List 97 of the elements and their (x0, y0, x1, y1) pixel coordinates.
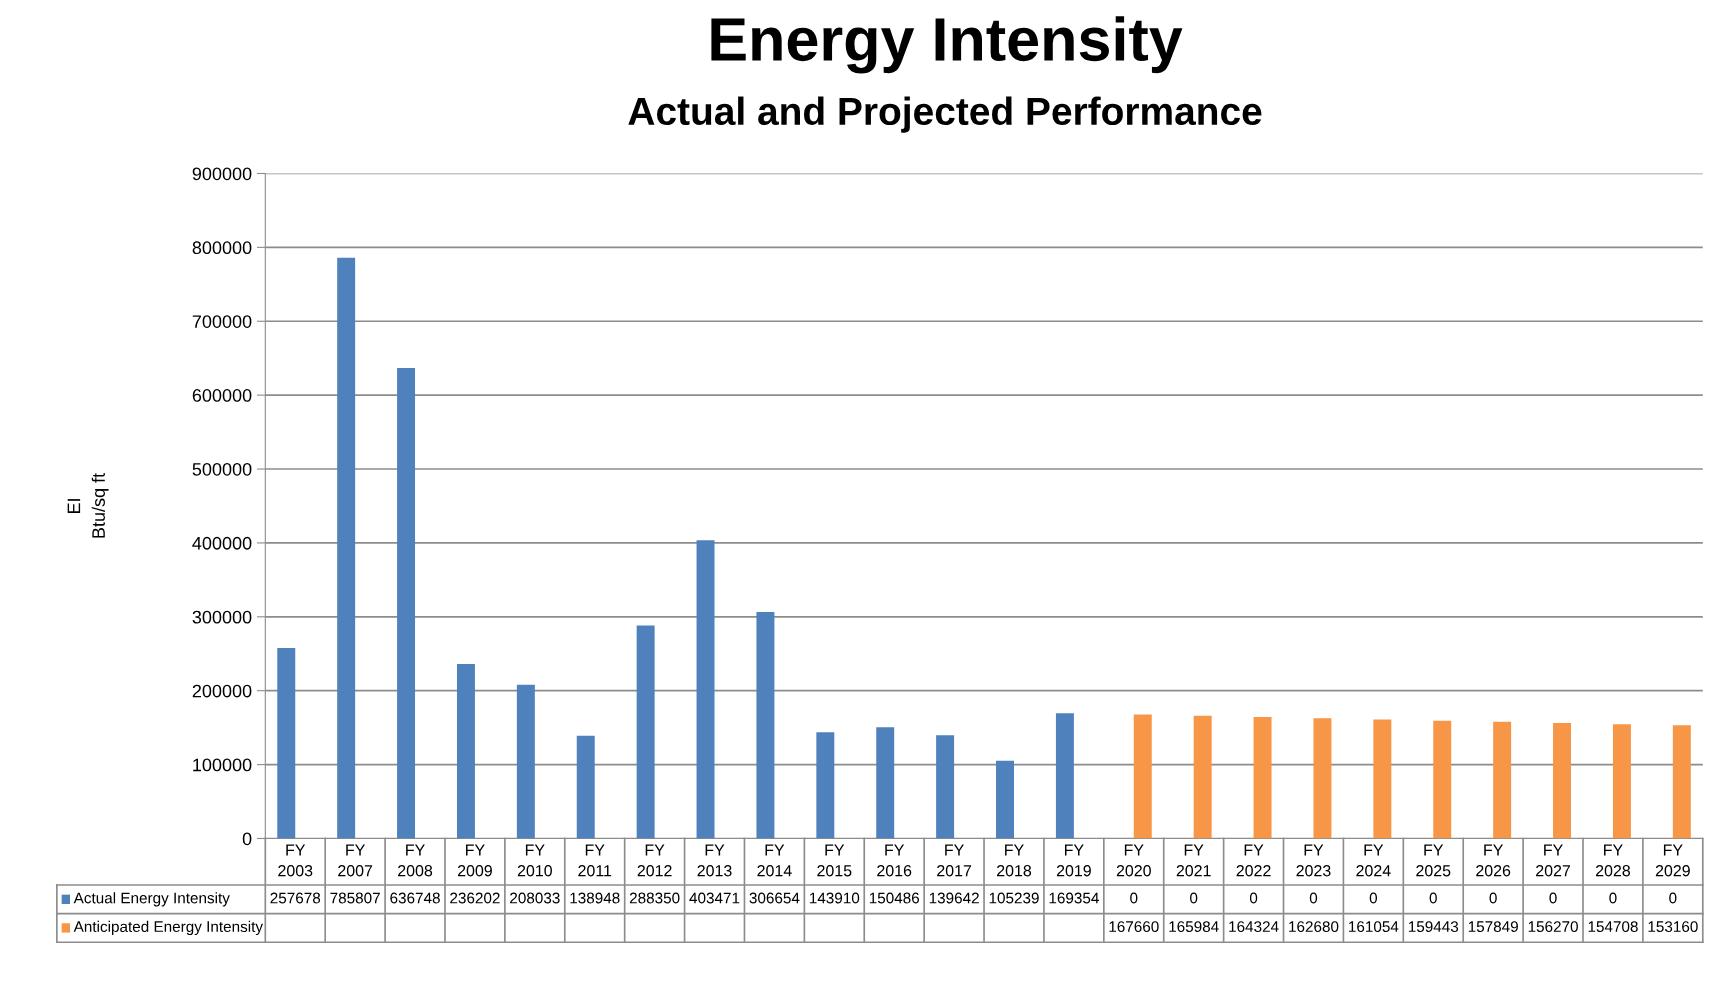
data-label: 0 (1609, 892, 1617, 904)
data-label: 0 (1549, 892, 1557, 904)
x-tick-label: FY 2017 (937, 844, 972, 877)
bar (996, 760, 1014, 839)
data-label: 0 (1489, 892, 1497, 904)
x-tick-label: FY 2029 (1655, 844, 1690, 877)
y-tick-label: 0 (242, 832, 252, 846)
bar (936, 735, 955, 839)
x-tick-label: FY 2024 (1356, 844, 1391, 877)
bar (516, 684, 535, 839)
data-label: 143910 (809, 892, 860, 904)
bar (1133, 714, 1152, 839)
x-tick-label: FY 2010 (517, 844, 552, 877)
data-label: 169354 (1049, 892, 1099, 904)
x-tick-label: FY 2027 (1536, 844, 1571, 877)
bar (1612, 724, 1631, 839)
data-label: 0 (1429, 892, 1437, 904)
bar (816, 732, 835, 839)
legend-label: Actual Energy Intensity (73, 892, 230, 907)
bar (696, 540, 715, 839)
y-axis-title: EI Btu/sq ft (67, 472, 109, 538)
x-tick-label: FY 2018 (997, 844, 1032, 877)
data-label: 257678 (270, 892, 321, 904)
bar (576, 735, 595, 839)
x-tick-label: FY 2007 (338, 844, 373, 877)
x-tick-label: FY 2020 (1116, 844, 1151, 877)
data-label: 164324 (1229, 921, 1279, 933)
data-label: 0 (1369, 892, 1378, 904)
y-tick-label: 500000 (192, 462, 252, 476)
bar (876, 727, 895, 839)
x-tick-label: FY 2012 (637, 844, 672, 877)
data-label: 150486 (869, 892, 920, 904)
data-label: 403471 (689, 892, 740, 904)
bar (1193, 715, 1212, 839)
bar (456, 663, 475, 839)
chart-subtitle: Actual and Projected Performance (628, 96, 1262, 133)
data-label: 0 (1190, 892, 1198, 904)
bar (756, 611, 775, 839)
x-tick-label: FY 2022 (1236, 844, 1271, 877)
data-label: 306654 (749, 892, 800, 904)
y-tick-label: 400000 (192, 536, 252, 550)
data-label: 138948 (570, 892, 620, 904)
x-tick-label: FY 2015 (817, 844, 852, 877)
data-label: 0 (1669, 892, 1677, 904)
data-label: 785807 (330, 892, 380, 904)
bar (636, 625, 655, 839)
x-tick-label: FY 2021 (1176, 844, 1211, 877)
bar (277, 648, 296, 839)
bar (337, 257, 356, 839)
y-tick-label: 600000 (192, 389, 252, 402)
bar (1672, 725, 1691, 839)
data-label: 161054 (1349, 921, 1399, 933)
data-label: 157849 (1468, 921, 1518, 933)
y-tick-label: 300000 (192, 610, 252, 624)
data-label: 288350 (629, 892, 680, 904)
data-label: 236202 (450, 892, 500, 904)
data-label: 636748 (390, 892, 440, 904)
data-label: 165984 (1169, 921, 1219, 933)
x-tick-label: FY 2019 (1056, 844, 1091, 877)
y-tick-label: 100000 (193, 758, 252, 772)
data-label: 156270 (1528, 921, 1578, 933)
x-tick-label: FY 2008 (398, 844, 433, 877)
x-tick-label: FY 2009 (457, 844, 492, 877)
bar (1313, 718, 1332, 839)
bar (1493, 721, 1512, 839)
data-label: 162680 (1289, 921, 1339, 933)
x-tick-label: FY 2013 (697, 844, 732, 877)
y-tick-label: 900000 (192, 167, 252, 181)
y-tick-label: 700000 (192, 315, 252, 328)
data-label: 105239 (989, 892, 1039, 904)
y-tick-label: 800000 (192, 241, 252, 255)
x-tick-label: FY 2025 (1416, 844, 1451, 877)
bar (1253, 717, 1272, 839)
data-label: 153160 (1648, 921, 1698, 933)
x-tick-label: FY 2028 (1595, 844, 1631, 877)
data-label: 0 (1130, 892, 1138, 904)
legend-label: Anticipated Energy Intensity (73, 920, 263, 936)
data-label: 0 (1249, 892, 1258, 904)
bar (1055, 713, 1074, 839)
x-tick-label: FY 2003 (278, 844, 313, 877)
data-label: 159443 (1408, 921, 1459, 933)
y-tick-label: 200000 (192, 684, 252, 698)
bar (1553, 723, 1572, 839)
data-label: 139642 (929, 892, 979, 904)
data-label: 0 (1309, 892, 1318, 904)
data-label: 167660 (1109, 921, 1159, 933)
x-tick-label: FY 2016 (877, 844, 912, 877)
data-label: 208033 (510, 892, 560, 904)
x-tick-label: FY 2026 (1476, 844, 1511, 877)
bar (1373, 719, 1392, 839)
x-tick-label: FY 2014 (757, 844, 792, 877)
x-tick-label: FY 2011 (578, 844, 612, 877)
x-tick-label: FY 2023 (1296, 844, 1331, 877)
chart-title: Energy Intensity (711, 16, 1183, 74)
bar (397, 367, 416, 839)
data-label: 154708 (1588, 921, 1638, 933)
bar (1433, 720, 1452, 839)
